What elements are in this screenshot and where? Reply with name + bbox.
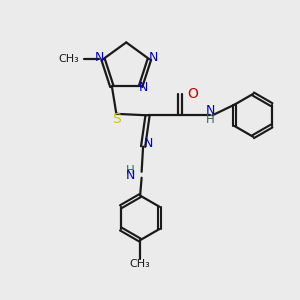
Text: N: N	[126, 169, 135, 182]
Text: N: N	[149, 51, 158, 64]
Text: CH₃: CH₃	[130, 259, 151, 269]
Text: N: N	[144, 137, 153, 150]
Text: N: N	[205, 104, 215, 117]
Text: CH₃: CH₃	[58, 54, 79, 64]
Text: O: O	[187, 87, 198, 101]
Text: N: N	[95, 51, 104, 64]
Text: S: S	[112, 112, 121, 126]
Text: H: H	[126, 164, 135, 177]
Text: N: N	[139, 82, 148, 94]
Text: H: H	[206, 113, 214, 126]
